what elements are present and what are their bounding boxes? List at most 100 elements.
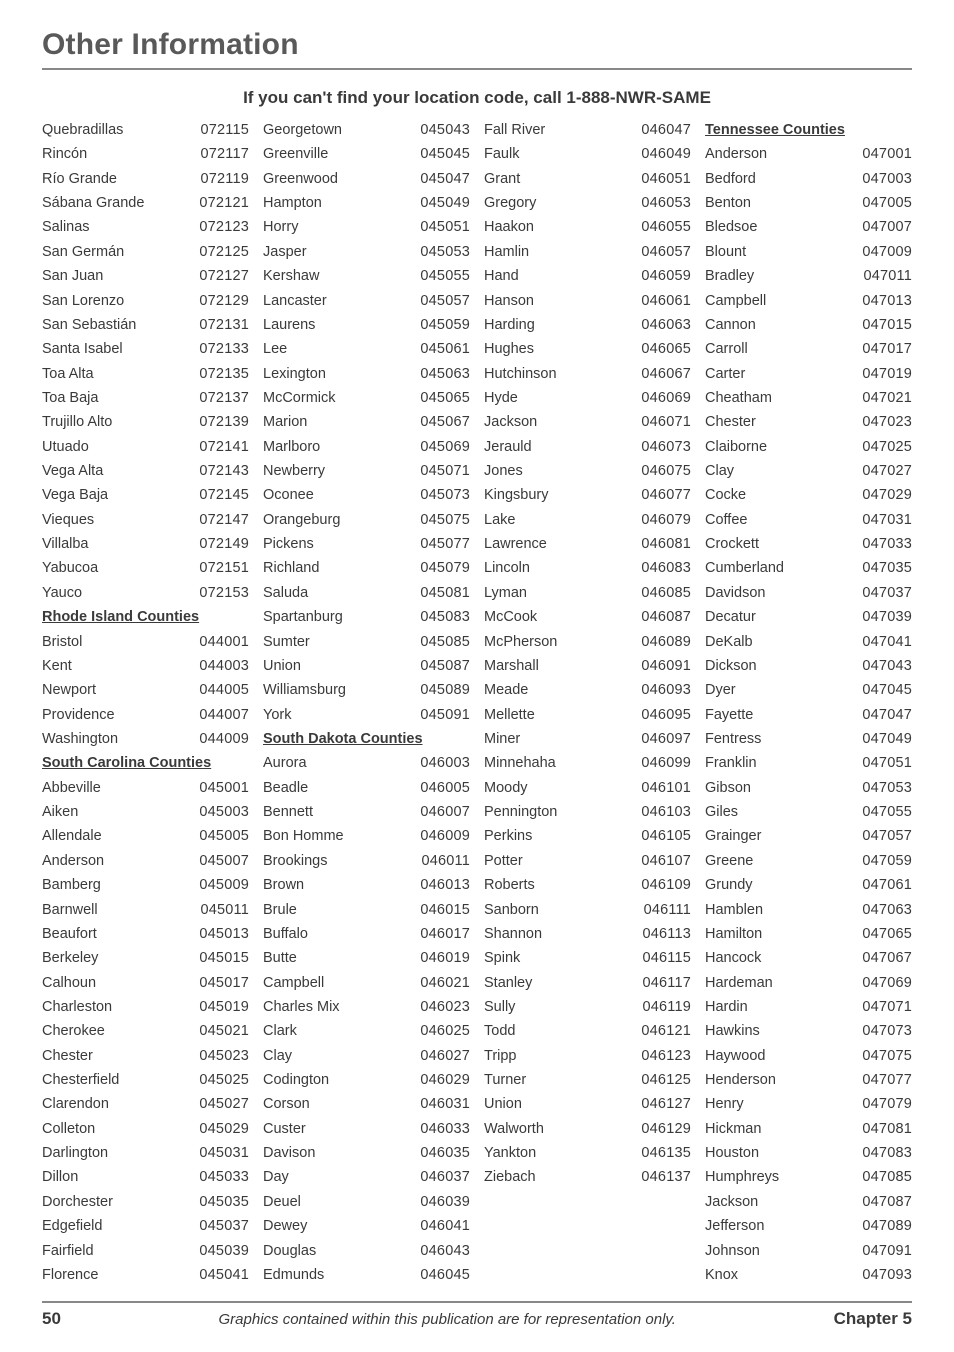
- location-code: 046107: [641, 849, 691, 873]
- location-code: 046127: [641, 1092, 691, 1116]
- location-code: 047077: [862, 1068, 912, 1092]
- location-name: Chesterfield: [42, 1068, 125, 1092]
- location-row: Crockett047033: [705, 532, 912, 556]
- location-name: Georgetown: [263, 118, 348, 142]
- location-code: 045081: [420, 581, 470, 605]
- location-code: 046035: [420, 1141, 470, 1165]
- location-name: Lake: [484, 508, 521, 532]
- location-row: Beaufort 045013: [42, 922, 249, 946]
- location-row: Hampton045049: [263, 191, 470, 215]
- location-name: Sanborn: [484, 898, 545, 922]
- location-code: 045043: [420, 118, 470, 142]
- location-code: 046083: [641, 556, 691, 580]
- location-row: Haywood047075: [705, 1044, 912, 1068]
- location-row: Lexington045063: [263, 362, 470, 386]
- location-name: Greenwood: [263, 167, 344, 191]
- location-row: McCook046087: [484, 605, 691, 629]
- location-name: Hardin: [705, 995, 754, 1019]
- location-code: 046031: [420, 1092, 470, 1116]
- location-name: Villalba: [42, 532, 95, 556]
- location-name: Sully: [484, 995, 521, 1019]
- location-row: Cumberland047035: [705, 556, 912, 580]
- location-row: Marlboro045069: [263, 435, 470, 459]
- location-row: Jones046075: [484, 459, 691, 483]
- location-row: Bradley047011: [705, 264, 912, 288]
- location-code: 045007: [199, 849, 249, 873]
- location-row: Brookings046011: [263, 849, 470, 873]
- location-name: Clay: [263, 1044, 298, 1068]
- location-code: 047027: [862, 459, 912, 483]
- location-row: Clay046027: [263, 1044, 470, 1068]
- location-code: 045021: [199, 1019, 249, 1043]
- location-name: Dorchester: [42, 1190, 119, 1214]
- location-name: Sábana Grande: [42, 191, 150, 215]
- location-code: 047067: [862, 946, 912, 970]
- location-row: Hawkins047073: [705, 1019, 912, 1043]
- location-row: Tripp046123: [484, 1044, 691, 1068]
- location-row: Todd046121: [484, 1019, 691, 1043]
- location-row: Hickman047081: [705, 1117, 912, 1141]
- location-name: San Lorenzo: [42, 289, 130, 313]
- location-row: Chester045023: [42, 1044, 249, 1068]
- location-code: 046065: [641, 337, 691, 361]
- location-name: Chester: [705, 410, 762, 434]
- location-name: Codington: [263, 1068, 335, 1092]
- location-name: Hardeman: [705, 971, 779, 995]
- location-name: Hampton: [263, 191, 328, 215]
- location-row: Aurora046003: [263, 751, 470, 775]
- location-code: 045065: [420, 386, 470, 410]
- location-row: Butte046019: [263, 946, 470, 970]
- location-row: Kershaw045055: [263, 264, 470, 288]
- location-row: Beadle046005: [263, 776, 470, 800]
- location-name: Mellette: [484, 703, 541, 727]
- location-name: Ziebach: [484, 1165, 542, 1189]
- location-code: 046121: [641, 1019, 691, 1043]
- location-name: Grainger: [705, 824, 767, 848]
- location-name: Abbeville: [42, 776, 107, 800]
- location-name: Hutchinson: [484, 362, 563, 386]
- location-name: Cumberland: [705, 556, 790, 580]
- location-code: 072127: [199, 264, 249, 288]
- location-code: 072143: [199, 459, 249, 483]
- location-code: 045051: [420, 215, 470, 239]
- location-name: Fayette: [705, 703, 759, 727]
- location-name: Shannon: [484, 922, 548, 946]
- location-code: 046019: [420, 946, 470, 970]
- location-code: 046021: [420, 971, 470, 995]
- location-name: Sumter: [263, 630, 316, 654]
- location-code: 047037: [862, 581, 912, 605]
- location-row: San Sebastián072131: [42, 313, 249, 337]
- location-code: 072117: [200, 142, 249, 166]
- location-row: Richland045079: [263, 556, 470, 580]
- location-row: Hardin047071: [705, 995, 912, 1019]
- location-row: Buffalo046017: [263, 922, 470, 946]
- location-name: Custer: [263, 1117, 312, 1141]
- location-name: Beaufort: [42, 922, 103, 946]
- location-row: Florence045041: [42, 1263, 249, 1287]
- location-row: Brown046013: [263, 873, 470, 897]
- location-row: Union046127: [484, 1092, 691, 1116]
- location-name: Potter: [484, 849, 529, 873]
- location-code: 045013: [199, 922, 249, 946]
- location-code: 046033: [420, 1117, 470, 1141]
- location-row: Dewey046041: [263, 1214, 470, 1238]
- location-row: Marshall046091: [484, 654, 691, 678]
- location-row: Salinas072123: [42, 215, 249, 239]
- location-name: Clarendon: [42, 1092, 115, 1116]
- location-row: Newport044005: [42, 678, 249, 702]
- location-code: 046037: [420, 1165, 470, 1189]
- location-code: 047009: [862, 240, 912, 264]
- location-name: Hamlin: [484, 240, 535, 264]
- location-code: 046003: [420, 751, 470, 775]
- location-code: 045039: [199, 1239, 249, 1263]
- location-code: 072129: [199, 289, 249, 313]
- location-name: Lincoln: [484, 556, 536, 580]
- location-name: Brule: [263, 898, 303, 922]
- location-name: York: [263, 703, 297, 727]
- location-name: Bristol: [42, 630, 88, 654]
- location-code: 047061: [862, 873, 912, 897]
- location-code: 046089: [641, 630, 691, 654]
- location-name: Vieques: [42, 508, 100, 532]
- location-name: Saluda: [263, 581, 314, 605]
- location-row: Vega Alta072143: [42, 459, 249, 483]
